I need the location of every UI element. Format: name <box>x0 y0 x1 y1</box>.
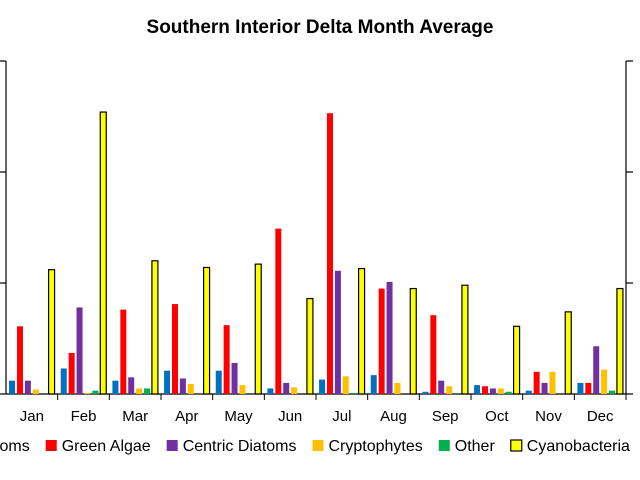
x-tick-label: Dec <box>587 408 614 425</box>
bar-centric-diatoms-may <box>231 362 238 394</box>
bar-green-algae-oct <box>481 386 488 394</box>
bar-cryptophytes-jun <box>291 387 298 394</box>
bar-centric-diatoms-jul <box>334 270 341 394</box>
bar-cryptophytes-feb <box>84 392 91 394</box>
bar-green-algae-feb <box>68 352 75 394</box>
bar-centric-diatoms-feb <box>76 307 83 394</box>
x-tick-label: Mar <box>122 408 148 425</box>
bar-cyanobacteria-oct <box>512 325 521 395</box>
x-tick-label: Jun <box>278 408 302 425</box>
bar-pennate-diatoms-jun <box>267 388 274 394</box>
bar-green-algae-dec <box>585 382 592 394</box>
bar-pennate-diatoms-jul <box>319 379 326 394</box>
bar-cyanobacteria-apr <box>202 266 211 395</box>
bar-green-algae-jun <box>275 228 282 394</box>
bar-pennate-diatoms-nov <box>525 390 532 394</box>
bar-cryptophytes-aug <box>394 382 401 394</box>
bar-pennate-diatoms-jan <box>9 380 16 394</box>
bar-centric-diatoms-aug <box>386 281 393 394</box>
chart-bars <box>9 111 624 395</box>
bar-other-feb <box>92 390 99 394</box>
x-tick-label: Apr <box>175 408 198 425</box>
bar-green-algae-jul <box>326 113 333 395</box>
bar-centric-diatoms-dec <box>593 346 600 394</box>
bar-pennate-diatoms-feb <box>60 368 67 394</box>
x-tick-label: Sep <box>432 408 459 425</box>
bar-green-algae-jan <box>16 326 23 394</box>
x-tick-label: Aug <box>380 408 407 425</box>
bar-other-dec <box>609 390 616 394</box>
bar-cryptophytes-sep <box>446 386 453 394</box>
legend-swatch <box>312 440 324 451</box>
bar-cyanobacteria-sep <box>461 284 469 395</box>
legend-label: Pennate Diatoms <box>0 438 30 455</box>
legend-label: Green Algae <box>62 438 151 455</box>
bar-cyanobacteria-aug <box>409 287 417 395</box>
bar-pennate-diatoms-sep <box>422 391 429 394</box>
bar-centric-diatoms-jun <box>283 382 290 394</box>
bar-green-algae-nov <box>533 371 540 394</box>
chart-legend: Pennate Diatoms Green Algae Centric Diatom… <box>0 438 630 455</box>
bar-pennate-diatoms-may <box>215 370 222 394</box>
bar-cryptophytes-apr <box>187 384 194 394</box>
legend-label: Other <box>455 438 496 455</box>
bar-cryptophytes-oct <box>497 388 504 394</box>
bar-cyanobacteria-jan <box>47 269 56 395</box>
bar-other-jul <box>350 392 357 394</box>
bar-centric-diatoms-jan <box>24 380 31 394</box>
bar-centric-diatoms-nov <box>541 382 548 394</box>
x-tick-label: Jul <box>332 408 351 425</box>
x-tick-label: Nov <box>535 408 562 425</box>
bar-cryptophytes-dec <box>601 369 608 394</box>
bar-cyanobacteria-mar <box>151 260 159 395</box>
bar-cryptophytes-jan <box>32 389 39 394</box>
bar-green-algae-sep <box>430 315 437 394</box>
bar-other-oct <box>505 391 512 394</box>
bar-pennate-diatoms-apr <box>164 370 171 394</box>
chart-axes <box>0 60 633 400</box>
bar-cyanobacteria-may <box>254 263 262 395</box>
legend-swatch <box>45 440 57 451</box>
bar-centric-diatoms-sep <box>438 380 445 394</box>
bar-centric-diatoms-apr <box>179 378 186 394</box>
bar-other-mar <box>144 388 151 394</box>
bar-pennate-diatoms-mar <box>112 380 119 394</box>
bar-cyanobacteria-jul <box>357 267 366 395</box>
legend-swatch <box>438 440 450 451</box>
bar-pennate-diatoms-aug <box>370 375 377 394</box>
bar-cryptophytes-nov <box>549 371 556 394</box>
bar-cyanobacteria-feb <box>99 111 107 395</box>
bar-green-algae-aug <box>378 288 385 394</box>
legend-label: Centric Diatoms <box>183 438 297 455</box>
x-tick-label: Feb <box>71 408 97 425</box>
bar-cyanobacteria-jun <box>306 297 314 395</box>
x-tick-label: Jan <box>20 408 44 425</box>
bar-green-algae-apr <box>171 304 178 394</box>
legend-label: Cyanobacteria <box>527 438 630 455</box>
x-tick-label: May <box>224 408 253 425</box>
bar-cyanobacteria-dec <box>616 287 624 395</box>
legend-swatch <box>166 440 178 451</box>
bar-pennate-diatoms-oct <box>474 385 481 394</box>
bar-cyanobacteria-nov <box>564 311 572 395</box>
x-tick-label: Oct <box>485 408 509 425</box>
bar-centric-diatoms-mar <box>128 377 135 394</box>
legend-swatch <box>510 439 523 452</box>
bar-cryptophytes-jul <box>342 376 349 394</box>
bar-pennate-diatoms-dec <box>577 382 584 394</box>
bar-cryptophytes-mar <box>136 388 143 394</box>
bar-centric-diatoms-oct <box>489 388 496 394</box>
bar-green-algae-mar <box>120 309 127 394</box>
x-tick-labels: Jan Feb Mar Apr May Jun Jul Aug Sep Oct Nov Dec <box>20 408 614 425</box>
bar-green-algae-may <box>223 325 230 394</box>
chart-title: Southern Interior Delta Month Average <box>147 17 494 38</box>
bar-cryptophytes-may <box>239 385 246 394</box>
legend-label: Cryptophytes <box>329 438 423 455</box>
